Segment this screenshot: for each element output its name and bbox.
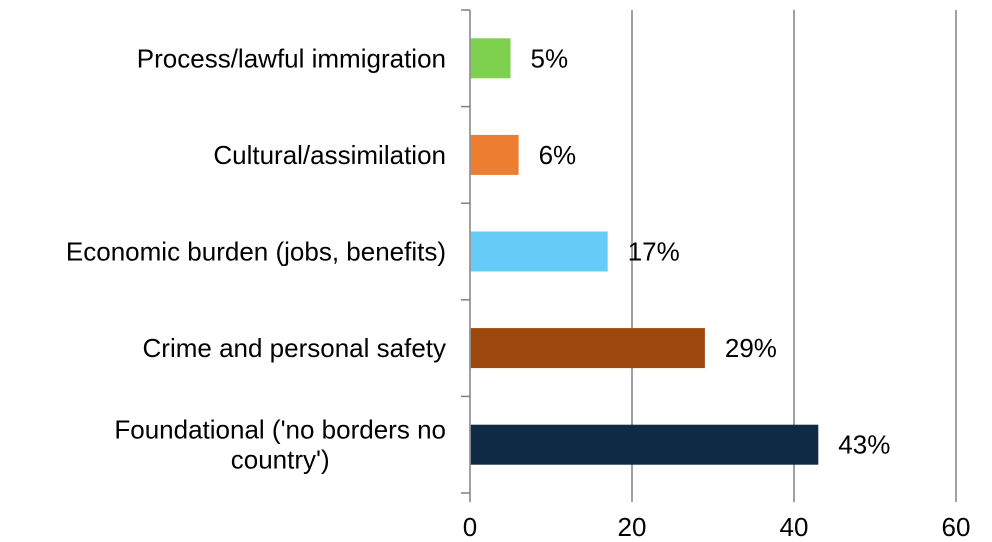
data-label: 5% — [531, 43, 569, 73]
data-label: 43% — [838, 430, 890, 460]
category-label: Process/lawful immigration — [137, 43, 446, 73]
labels: 5% Process/lawful immigration 6% Cultural/a… — [66, 43, 971, 542]
x-tick-label: 60 — [942, 512, 971, 542]
gridlines — [631, 10, 957, 493]
x-tick-label: 0 — [463, 512, 477, 542]
category-label: Economic burden (jobs, benefits) — [66, 237, 446, 267]
bar — [470, 328, 705, 369]
data-label: 29% — [725, 333, 777, 363]
data-label: 17% — [628, 237, 680, 267]
bar — [470, 424, 819, 465]
x-tick-label: 20 — [618, 512, 647, 542]
x-tick-label: 40 — [780, 512, 809, 542]
y-axis — [461, 9, 957, 502]
bars — [470, 38, 819, 465]
category-label: Crime and personal safety — [143, 333, 446, 363]
data-label: 6% — [539, 140, 577, 170]
bar — [470, 38, 511, 79]
category-label: Cultural/assimilation — [213, 140, 446, 170]
bar — [470, 231, 608, 272]
bar — [470, 134, 519, 175]
category-label: Foundational ('no borders no country') — [114, 415, 446, 475]
